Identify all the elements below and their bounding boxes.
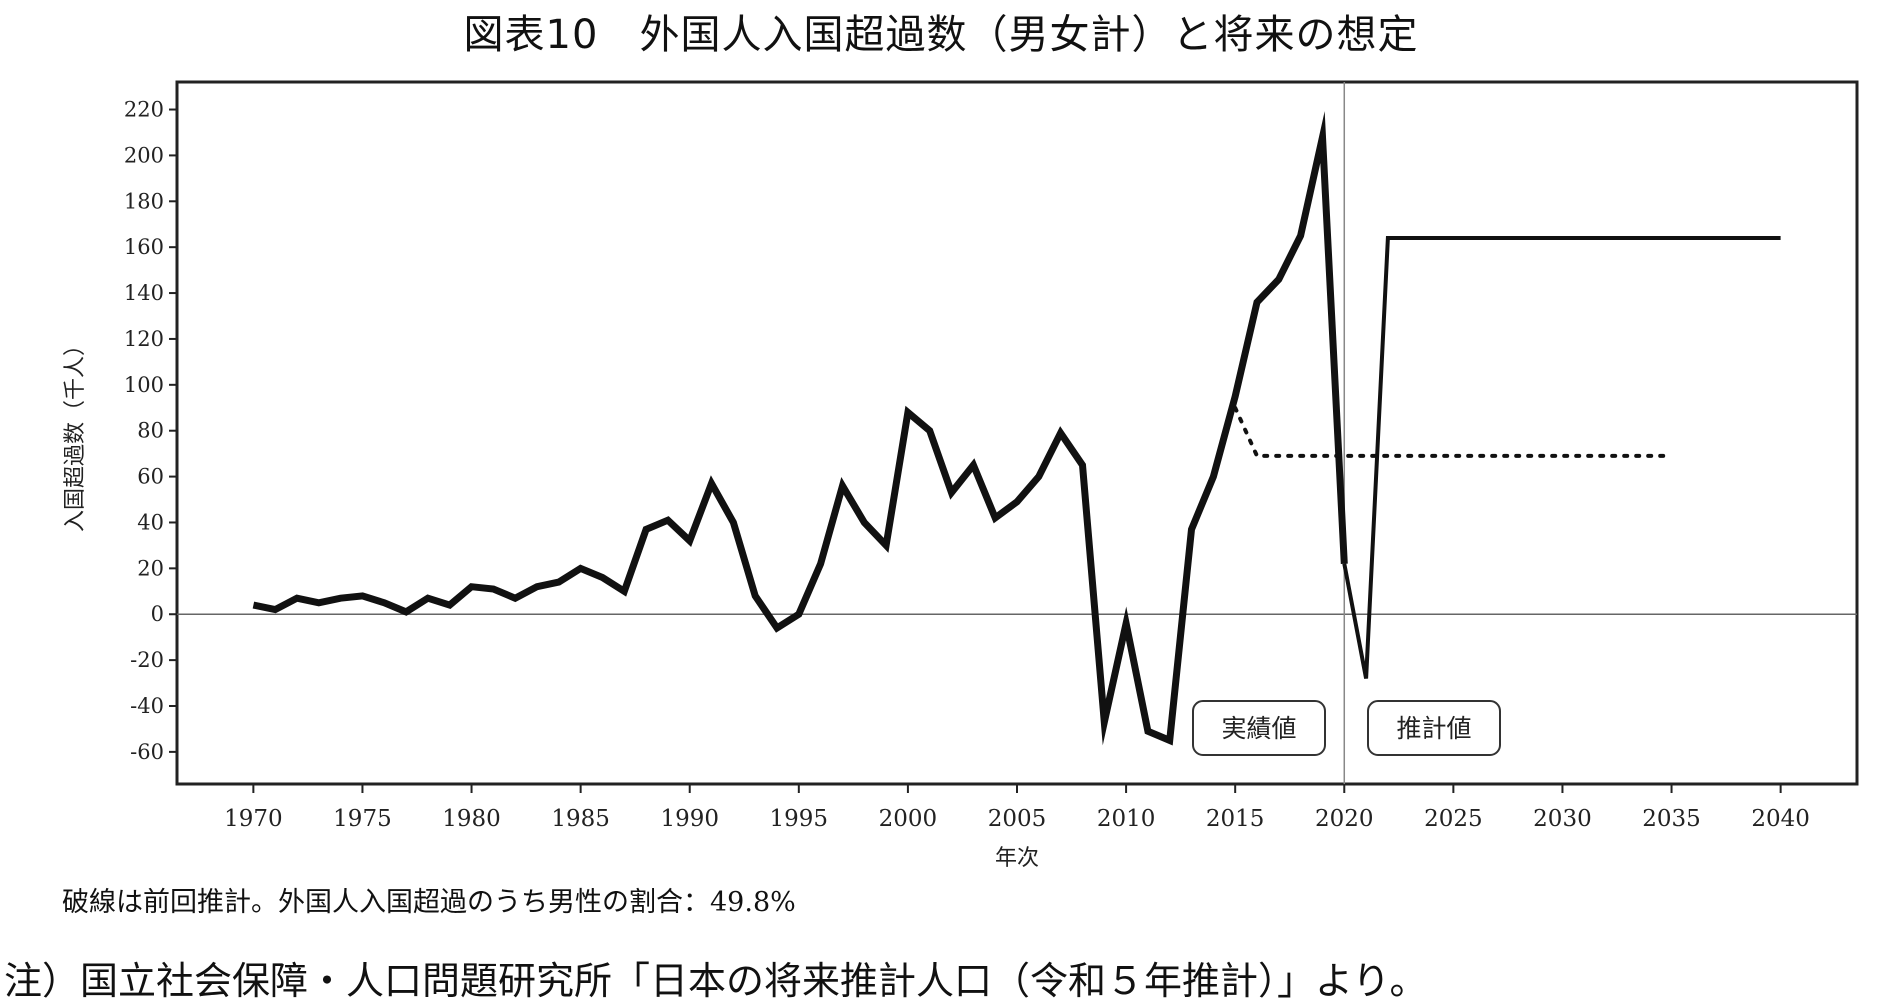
y-tick-label: 20 — [137, 556, 164, 580]
x-tick-label: 2025 — [1424, 806, 1483, 832]
x-tick-label: 2010 — [1097, 806, 1156, 832]
y-tick-label: 160 — [124, 235, 164, 259]
y-tick-label: 200 — [124, 143, 164, 167]
x-tick-label: 1985 — [551, 806, 610, 832]
x-tick-label: 1995 — [770, 806, 829, 832]
x-axis: 1970 1975 1980 1985 1990 1995 2000 2005 2010 2015… — [224, 784, 1810, 832]
y-axis-label: 入国超過数（千人） — [63, 334, 88, 532]
series-line-solid-thin — [1342, 236, 1781, 679]
y-tick-label: 100 — [124, 373, 164, 397]
y-tick-label: -40 — [130, 694, 164, 718]
actual-label-box: 実績値 — [1192, 700, 1326, 756]
y-tick-label: 180 — [124, 189, 164, 213]
y-tick-label: 40 — [137, 510, 164, 534]
y-tick-label: 140 — [124, 281, 164, 305]
x-tick-label: 2000 — [879, 806, 938, 832]
x-axis-label: 年次 — [995, 846, 1039, 871]
x-tick-label: 2015 — [1206, 806, 1265, 832]
y-tick-label: -20 — [130, 648, 164, 672]
y-tick-label: -60 — [130, 740, 164, 764]
series-line-dotted — [1233, 405, 1674, 458]
x-tick-label: 2020 — [1315, 806, 1374, 832]
x-tick-label: 2030 — [1533, 806, 1592, 832]
projection-label-box: 推計値 — [1367, 700, 1501, 756]
y-tick-label: 0 — [151, 602, 164, 626]
source-note: 注）国立社会保障・人口問題研究所「日本の将来推計人口（令和５年推計）」より。 — [4, 959, 1428, 1003]
chart-title: 図表10 外国人入国超過数（男女計）と将来の想定 — [463, 12, 1419, 58]
y-tick-label: 120 — [124, 327, 164, 351]
projection-label: 推計値 — [1396, 714, 1471, 743]
y-axis: -60 -40 -20 0 20 40 60 80 100 120 140 160 180 200 220 — [124, 98, 177, 764]
x-tick-label: 1970 — [224, 806, 283, 832]
plot-frame — [175, 80, 1859, 786]
x-tick-label: 1975 — [333, 806, 392, 832]
actual-label: 実績値 — [1221, 714, 1296, 743]
x-tick-label: 2035 — [1642, 806, 1701, 832]
x-tick-label: 1990 — [660, 806, 719, 832]
y-tick-label: 220 — [124, 98, 164, 122]
x-tick-label: 2040 — [1751, 806, 1810, 832]
dashed-line-note: 破線は前回推計。外国人入国超過のうち男性の割合：49.8% — [62, 887, 796, 918]
x-tick-label: 2005 — [988, 806, 1047, 832]
y-tick-label: 80 — [137, 419, 164, 443]
series-layer — [252, 111, 1781, 746]
x-tick-label: 1980 — [442, 806, 501, 832]
y-tick-label: 60 — [137, 465, 164, 489]
series-line-solid-thick — [252, 111, 1348, 746]
